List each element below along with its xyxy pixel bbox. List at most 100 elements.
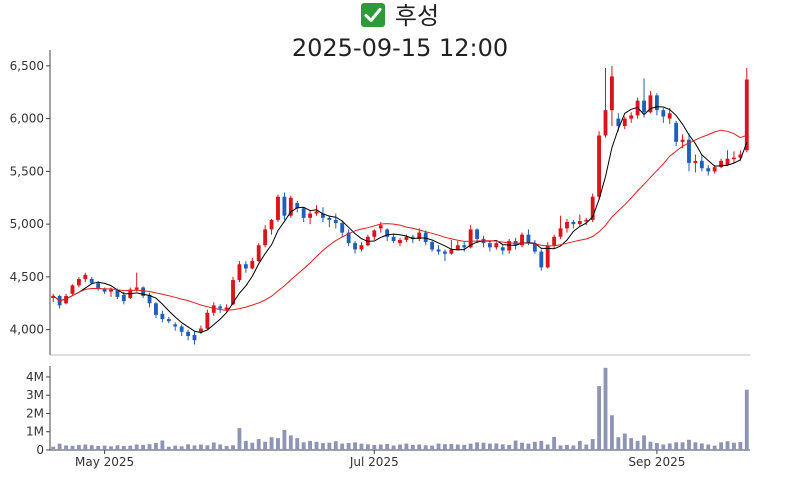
candle-down: [571, 222, 576, 225]
candle-down: [333, 219, 338, 224]
candle-up: [404, 236, 409, 240]
candle-down: [436, 249, 441, 252]
volume-bar: [224, 445, 229, 450]
volume-bar: [179, 446, 184, 450]
volume-bar: [76, 444, 81, 450]
candle-up: [288, 197, 293, 216]
candle-down: [179, 326, 184, 332]
volume-bar: [327, 442, 332, 450]
volume-bar: [378, 444, 383, 450]
volume-bar: [738, 441, 743, 450]
candle-down: [654, 95, 659, 111]
candle-down: [462, 245, 467, 248]
candle-up: [590, 196, 595, 220]
volume-bar: [186, 444, 190, 450]
candle-up: [76, 279, 81, 286]
volume-bar: [635, 440, 640, 450]
candle-down: [353, 243, 357, 250]
volume-bar: [577, 440, 582, 450]
volume-bar: [308, 440, 313, 450]
date-tick-label: Sep 2025: [628, 455, 685, 469]
candle-up: [308, 213, 313, 218]
volume-bar: [455, 444, 460, 450]
volume-bar: [603, 367, 608, 450]
candle-down: [96, 283, 101, 289]
candle-down: [385, 229, 390, 237]
candle-up: [507, 241, 512, 251]
price-tick-label: 5,500: [10, 164, 44, 178]
candle-up: [378, 225, 383, 229]
candle-down: [102, 288, 107, 292]
candle-down: [186, 331, 190, 337]
volume-bar: [719, 442, 724, 450]
date-tick-label: May 2025: [75, 455, 134, 469]
candle-up: [719, 160, 724, 168]
volume-bar: [661, 444, 666, 450]
volume-bar: [83, 444, 88, 450]
price-tick-label: 5,000: [10, 217, 44, 231]
candle-up: [398, 239, 402, 244]
price-tick-label: 6,500: [10, 59, 44, 73]
candle-down: [295, 203, 300, 209]
date-tick-label: Jul 2025: [349, 455, 399, 469]
candle-down: [642, 100, 646, 113]
candle-up: [70, 285, 75, 294]
candle-down: [154, 303, 158, 315]
candle-up: [372, 230, 377, 237]
candle-down: [192, 334, 197, 341]
candle-up: [545, 245, 550, 268]
check-mark-icon: [360, 3, 385, 27]
candle-up: [603, 110, 608, 136]
volume-bar: [166, 446, 171, 450]
candle-up: [725, 158, 730, 166]
candle-up: [468, 229, 473, 248]
volume-bar: [231, 445, 235, 450]
volume-bar: [732, 442, 736, 450]
volume-bar: [314, 441, 319, 450]
candle-down: [687, 139, 691, 163]
volume-bar: [481, 442, 486, 450]
volume-bar: [269, 437, 274, 450]
volume-bar: [121, 445, 126, 450]
volume-bar: [558, 445, 563, 450]
volume-bar: [597, 386, 602, 450]
volume-bar: [680, 442, 685, 450]
volume-bar: [449, 443, 454, 450]
volume-bar: [359, 443, 364, 450]
volume-bar: [468, 443, 473, 450]
candle-up: [738, 154, 743, 158]
volume-bar: [616, 437, 621, 450]
candle-up: [449, 249, 454, 254]
candle-up: [693, 160, 698, 163]
volume-bar: [552, 436, 557, 450]
candle-down: [526, 234, 531, 244]
volume-bar: [654, 443, 659, 450]
candle-up: [276, 196, 280, 220]
volume-bar: [237, 428, 242, 450]
volume-bar: [398, 444, 402, 450]
volume-bar: [648, 441, 653, 450]
candle-up: [269, 219, 274, 230]
candle-down: [391, 236, 396, 242]
volume-bar: [526, 443, 531, 450]
volume-bar: [687, 439, 691, 450]
volume-bar: [256, 439, 261, 450]
candle-up: [134, 287, 139, 290]
candle-up: [211, 305, 216, 313]
candle-up: [565, 222, 569, 229]
candle-up: [198, 328, 203, 332]
chart-title: 후성: [0, 2, 800, 30]
volume-bar: [160, 440, 165, 450]
volume-bar: [487, 443, 492, 450]
candle-up: [250, 261, 255, 269]
volume-bar: [115, 445, 120, 450]
volume-bar: [436, 443, 441, 450]
volume-bar: [430, 445, 435, 450]
volume-bar: [333, 441, 338, 450]
volume-bar: [250, 442, 255, 450]
volume-bar: [141, 444, 146, 450]
candle-down: [147, 294, 152, 304]
volume-bar: [340, 443, 345, 450]
